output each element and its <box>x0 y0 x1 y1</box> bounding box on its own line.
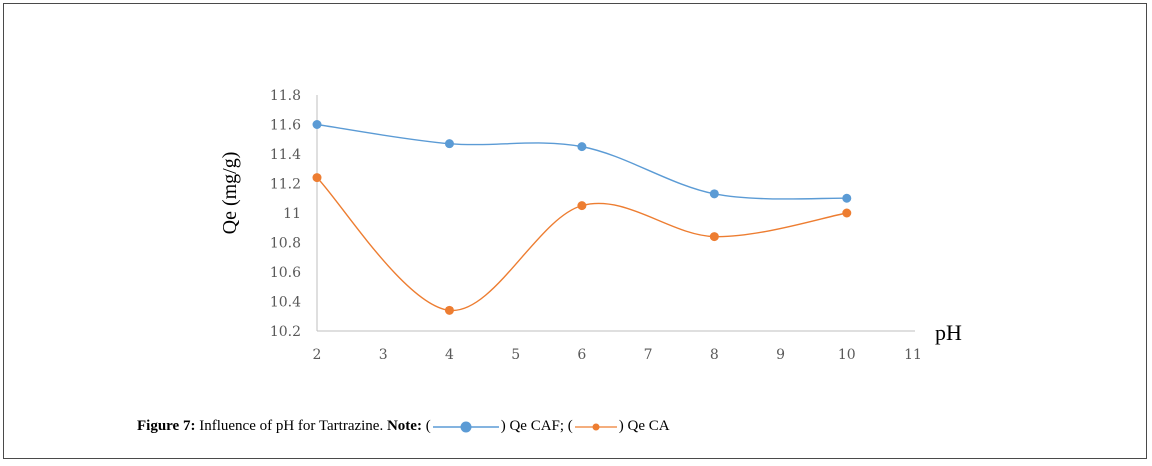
figure-frame <box>3 3 1147 459</box>
data-point-qe-ca <box>444 305 454 315</box>
data-point-qe-ca <box>577 201 587 211</box>
y-axis-title: Qe (mg/g) <box>219 152 241 235</box>
data-point-qe-ca <box>709 232 719 242</box>
series-line-qe-caf <box>316 123 847 200</box>
data-point-qe-caf <box>842 193 852 203</box>
y-tick-label: 11.4 <box>270 147 301 163</box>
y-tick-label: 10.2 <box>270 324 301 340</box>
x-tick-label: 2 <box>313 347 322 363</box>
data-point-qe-caf <box>312 120 322 129</box>
caption-note-label: Note: <box>386 418 422 434</box>
chart-area: 10.2 10.4 10.6 10.8 11 11.2 11.4 11.6 11.8 2 3 4 5 6 7… <box>219 88 962 363</box>
x-tick-label: 7 <box>644 347 653 363</box>
data-point-qe-caf <box>709 189 719 199</box>
series-line-qe-ca <box>316 177 847 312</box>
data-point-qe-ca <box>312 173 322 183</box>
figure-caption: Figure 7: Influence of pH for Tartrazine… <box>137 418 670 435</box>
y-tick-label: 10.4 <box>270 295 301 311</box>
x-tick-label: 11 <box>904 347 922 363</box>
x-tick-label: 5 <box>511 347 520 363</box>
data-point-qe-caf <box>444 139 454 149</box>
y-tick-label: 11.2 <box>270 177 301 193</box>
legend-swatch-qe-caf <box>432 421 499 432</box>
x-tick-label: 8 <box>710 347 719 363</box>
x-axis-title: pH <box>935 320 962 345</box>
x-tick-label: 3 <box>379 347 388 363</box>
y-tick-label: 10.6 <box>270 265 301 281</box>
caption-text: Influence of pH for Tartrazine. <box>199 418 384 434</box>
caption-open-paren: ( <box>425 418 431 434</box>
x-tick-label: 10 <box>838 347 856 363</box>
data-point-qe-caf <box>577 142 587 152</box>
legend-swatch-qe-ca <box>574 423 617 430</box>
x-tick-label: 4 <box>445 347 454 363</box>
y-tick-label: 10.8 <box>270 236 301 252</box>
caption-figure-label: Figure 7: <box>137 418 196 434</box>
y-tick-label: 11 <box>283 206 301 222</box>
y-tick-label: 11.8 <box>270 88 301 104</box>
caption-series1-text: ) Qe CAF; ( <box>500 418 573 434</box>
caption-series2-text: ) Qe CA <box>618 418 670 434</box>
x-tick-label: 6 <box>577 347 586 363</box>
x-tick-label: 9 <box>776 347 785 363</box>
y-tick-label: 11.6 <box>270 118 301 134</box>
data-point-qe-ca <box>842 208 852 218</box>
